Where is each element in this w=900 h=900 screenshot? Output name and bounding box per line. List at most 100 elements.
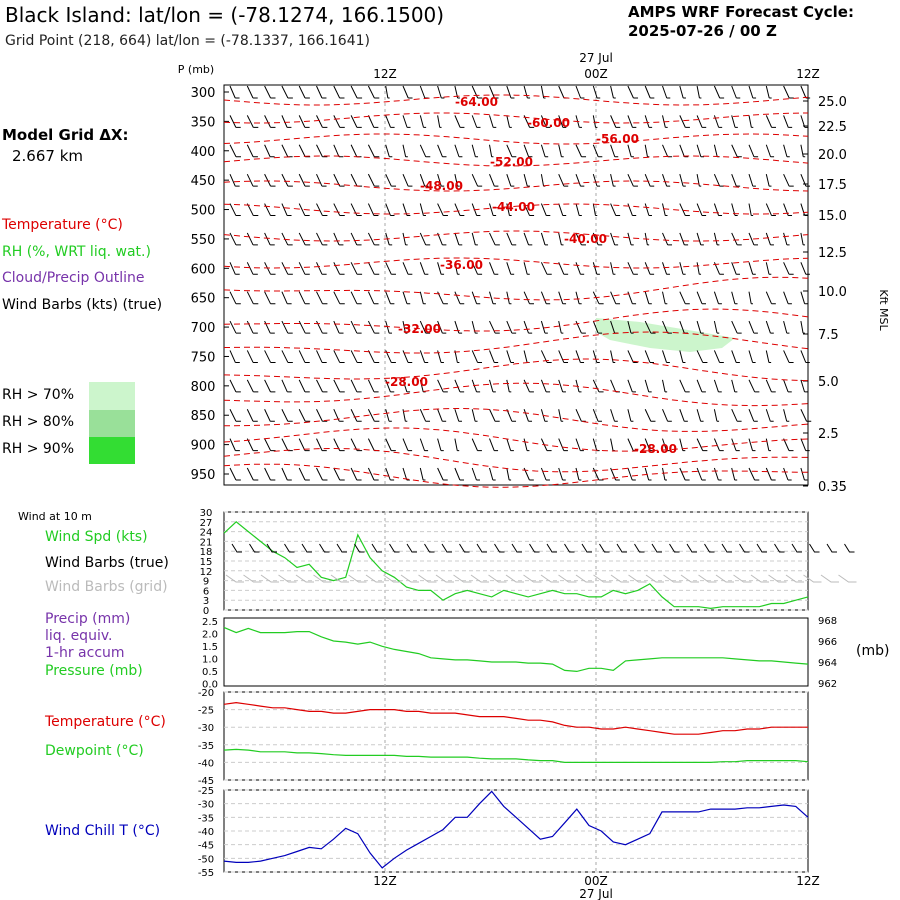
wind-barb — [419, 262, 429, 275]
wind-barb — [298, 173, 310, 187]
wind-barb — [298, 85, 310, 99]
wind-barb — [662, 85, 671, 99]
legend-barbs-true: Wind Barbs (true) — [45, 555, 169, 571]
legend-temperature: Temperature (°C) — [2, 217, 123, 233]
grid-wind-barb — [453, 574, 472, 583]
wind-barb — [246, 467, 259, 481]
wind-barb — [540, 262, 552, 275]
wind-barb — [506, 320, 517, 334]
wind-barb — [540, 203, 551, 217]
page-title: Black Island: lat/lon = (-78.1274, 166.1… — [5, 3, 445, 27]
wind-barb — [748, 379, 760, 393]
wind-speed-tick-label: 30 — [200, 508, 213, 519]
true-wind-barb — [616, 543, 627, 553]
wind-barb — [592, 144, 603, 158]
wind-barb — [281, 350, 293, 363]
time-axis-label-bottom: 00Z — [584, 874, 608, 888]
temperature-contour — [223, 180, 809, 192]
true-wind-barb — [599, 543, 610, 553]
grid-point-subtitle: Grid Point (218, 664) lat/lon = (-78.133… — [5, 33, 370, 49]
grid-wind-barb — [785, 574, 804, 583]
wind-barb — [783, 232, 790, 246]
precip-tick-label: 0.0 — [202, 680, 218, 691]
wind-barb — [264, 438, 276, 452]
grid-wind-barb — [733, 574, 752, 583]
wind-barb — [696, 320, 704, 334]
wind-barb — [575, 379, 582, 393]
precip-tick-label: 2.0 — [202, 630, 218, 641]
wind-barb — [264, 115, 276, 128]
wind-barb — [454, 144, 463, 158]
legend-barbs-grid: Wind Barbs (grid) — [45, 579, 168, 595]
wind-barb — [765, 350, 772, 363]
wind-barb — [662, 320, 672, 334]
wind-barb — [419, 144, 431, 158]
wind-barb — [713, 85, 725, 99]
wind-barb — [471, 115, 481, 128]
wind-barb — [627, 379, 636, 393]
wind-barb — [229, 350, 240, 363]
true-wind-barb — [266, 543, 277, 553]
wind-barb — [540, 85, 546, 99]
wind-barb — [281, 438, 293, 452]
wind-barb — [506, 232, 517, 246]
wind-barb — [540, 144, 549, 158]
true-wind-barb — [301, 543, 312, 553]
wind-barb — [662, 173, 671, 187]
wind-barb — [592, 262, 600, 275]
wind-chill-tick-label: -30 — [198, 800, 214, 811]
wind-barb — [454, 174, 460, 187]
wind-barb — [592, 85, 601, 99]
rh-shading-region — [596, 318, 735, 352]
forecast-cycle-label: AMPS WRF Forecast Cycle: — [628, 3, 854, 21]
wind-barb — [454, 291, 465, 305]
wind-barb — [800, 232, 806, 246]
wind-barb — [402, 144, 408, 158]
wind-barb — [229, 203, 241, 217]
wind-barb — [540, 320, 548, 334]
pressure-tick-label: 300 — [191, 86, 216, 101]
wind-barb — [644, 409, 656, 422]
true-wind-barb — [511, 543, 522, 553]
wind-barb — [489, 409, 500, 422]
grid-wind-barb — [715, 574, 734, 583]
wind-barb — [713, 115, 723, 128]
temperature-contour-label: -28.00 — [385, 375, 428, 389]
wind-barb — [713, 144, 720, 158]
wind-speed-tick-label: 18 — [200, 547, 213, 558]
wind-barb — [731, 115, 738, 128]
wind-barb — [783, 173, 794, 187]
wind-barb — [506, 350, 515, 363]
wind-barb — [402, 467, 410, 481]
dewpoint-line — [223, 748, 809, 764]
wind-barb — [765, 379, 776, 393]
wind-barb — [644, 379, 652, 393]
wind-barb — [523, 144, 533, 158]
wind-barb — [575, 144, 587, 158]
temperature-contour — [223, 382, 809, 407]
wind-barb — [679, 379, 690, 393]
wind-barb — [783, 144, 790, 158]
true-wind-barb — [336, 543, 347, 553]
wind-barb — [506, 203, 512, 217]
wind-barb — [489, 262, 499, 275]
wind-barb — [489, 379, 496, 393]
wind-barb — [558, 262, 569, 275]
wind-barb — [385, 85, 390, 99]
wind-barb — [281, 173, 293, 187]
temperature-contour-label: -60.00 — [527, 116, 570, 130]
wind-barb — [800, 438, 810, 452]
wind-barb — [316, 203, 328, 217]
wind-barb — [662, 438, 670, 452]
wind-barb — [471, 173, 483, 187]
wind-barb — [679, 115, 690, 128]
wind-barb — [662, 144, 673, 158]
true-wind-barb — [529, 543, 540, 553]
wind-barb — [246, 409, 258, 422]
wind-barb — [333, 467, 345, 481]
legend-wind-spd: Wind Spd (kts) — [45, 529, 148, 545]
pressure-tick-label: 800 — [191, 380, 216, 395]
wind-barb — [471, 409, 478, 422]
wind-barb — [558, 85, 569, 99]
wind-barb — [610, 203, 621, 217]
